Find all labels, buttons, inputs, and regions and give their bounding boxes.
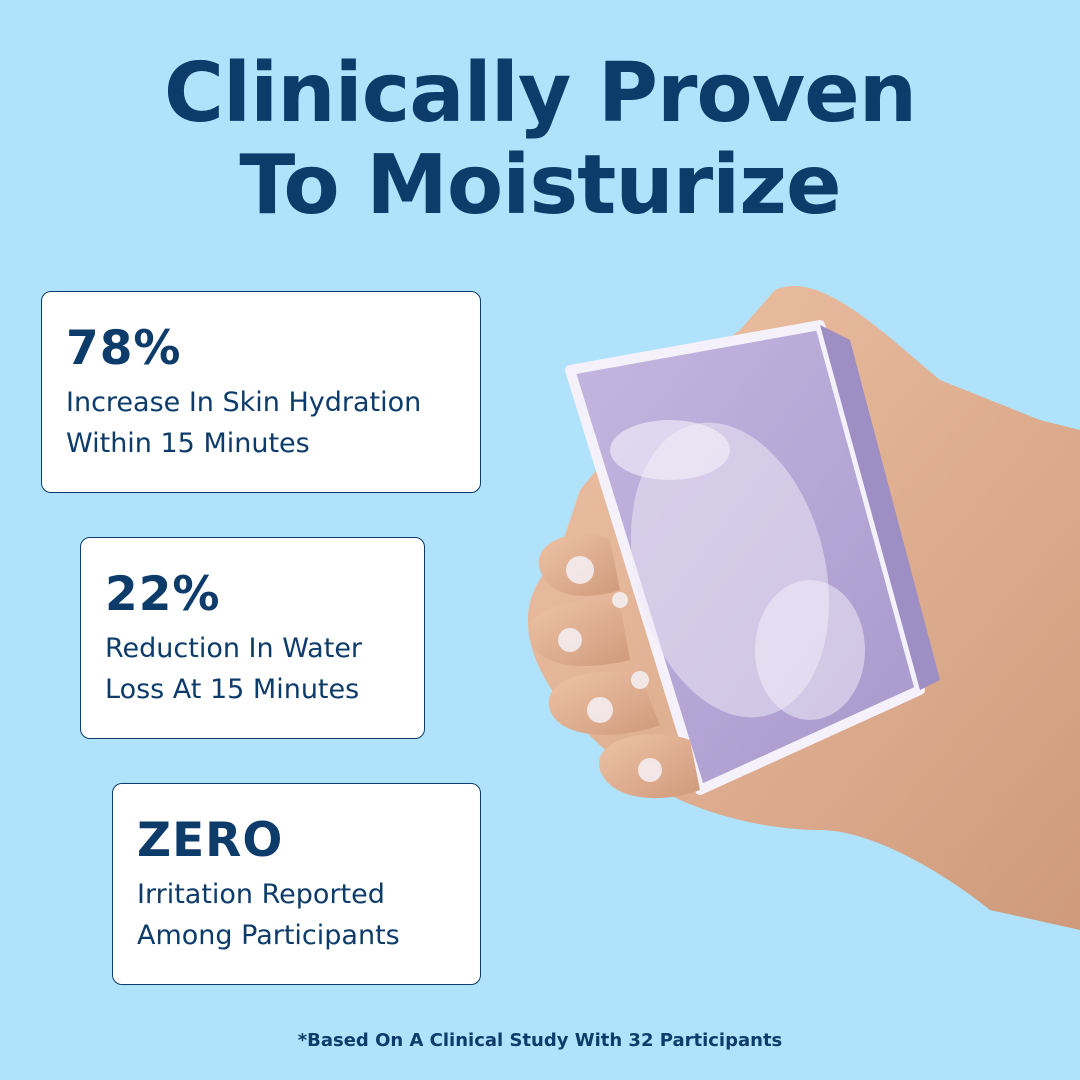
stat-description: Irritation Reported Among Participants (137, 879, 400, 951)
page-title: Clinically Proven To Moisturize (0, 48, 1080, 232)
headline-line-1: Clinically Proven (163, 46, 917, 141)
stat-value: 78% (66, 321, 182, 376)
stat-value: ZERO (137, 813, 284, 868)
stat-card-irritation: ZERO Irritation Reported Among Participa… (112, 783, 481, 985)
stat-card-water-loss: 22% Reduction In Water Loss At 15 Minute… (80, 537, 425, 739)
headline-line-2: To Moisturize (239, 138, 841, 233)
stat-description: Reduction In Water Loss At 15 Minutes (105, 633, 363, 705)
lather-foam (558, 556, 662, 782)
stat-card-hydration: 78% Increase In Skin Hydration Within 15… (41, 291, 481, 493)
stat-value: 22% (105, 567, 221, 622)
stat-description: Increase In Skin Hydration Within 15 Min… (66, 387, 422, 459)
hand-holding-soap-icon (527, 286, 1080, 930)
footnote: *Based On A Clinical Study With 32 Parti… (297, 1030, 783, 1051)
soap-bar (565, 320, 940, 795)
